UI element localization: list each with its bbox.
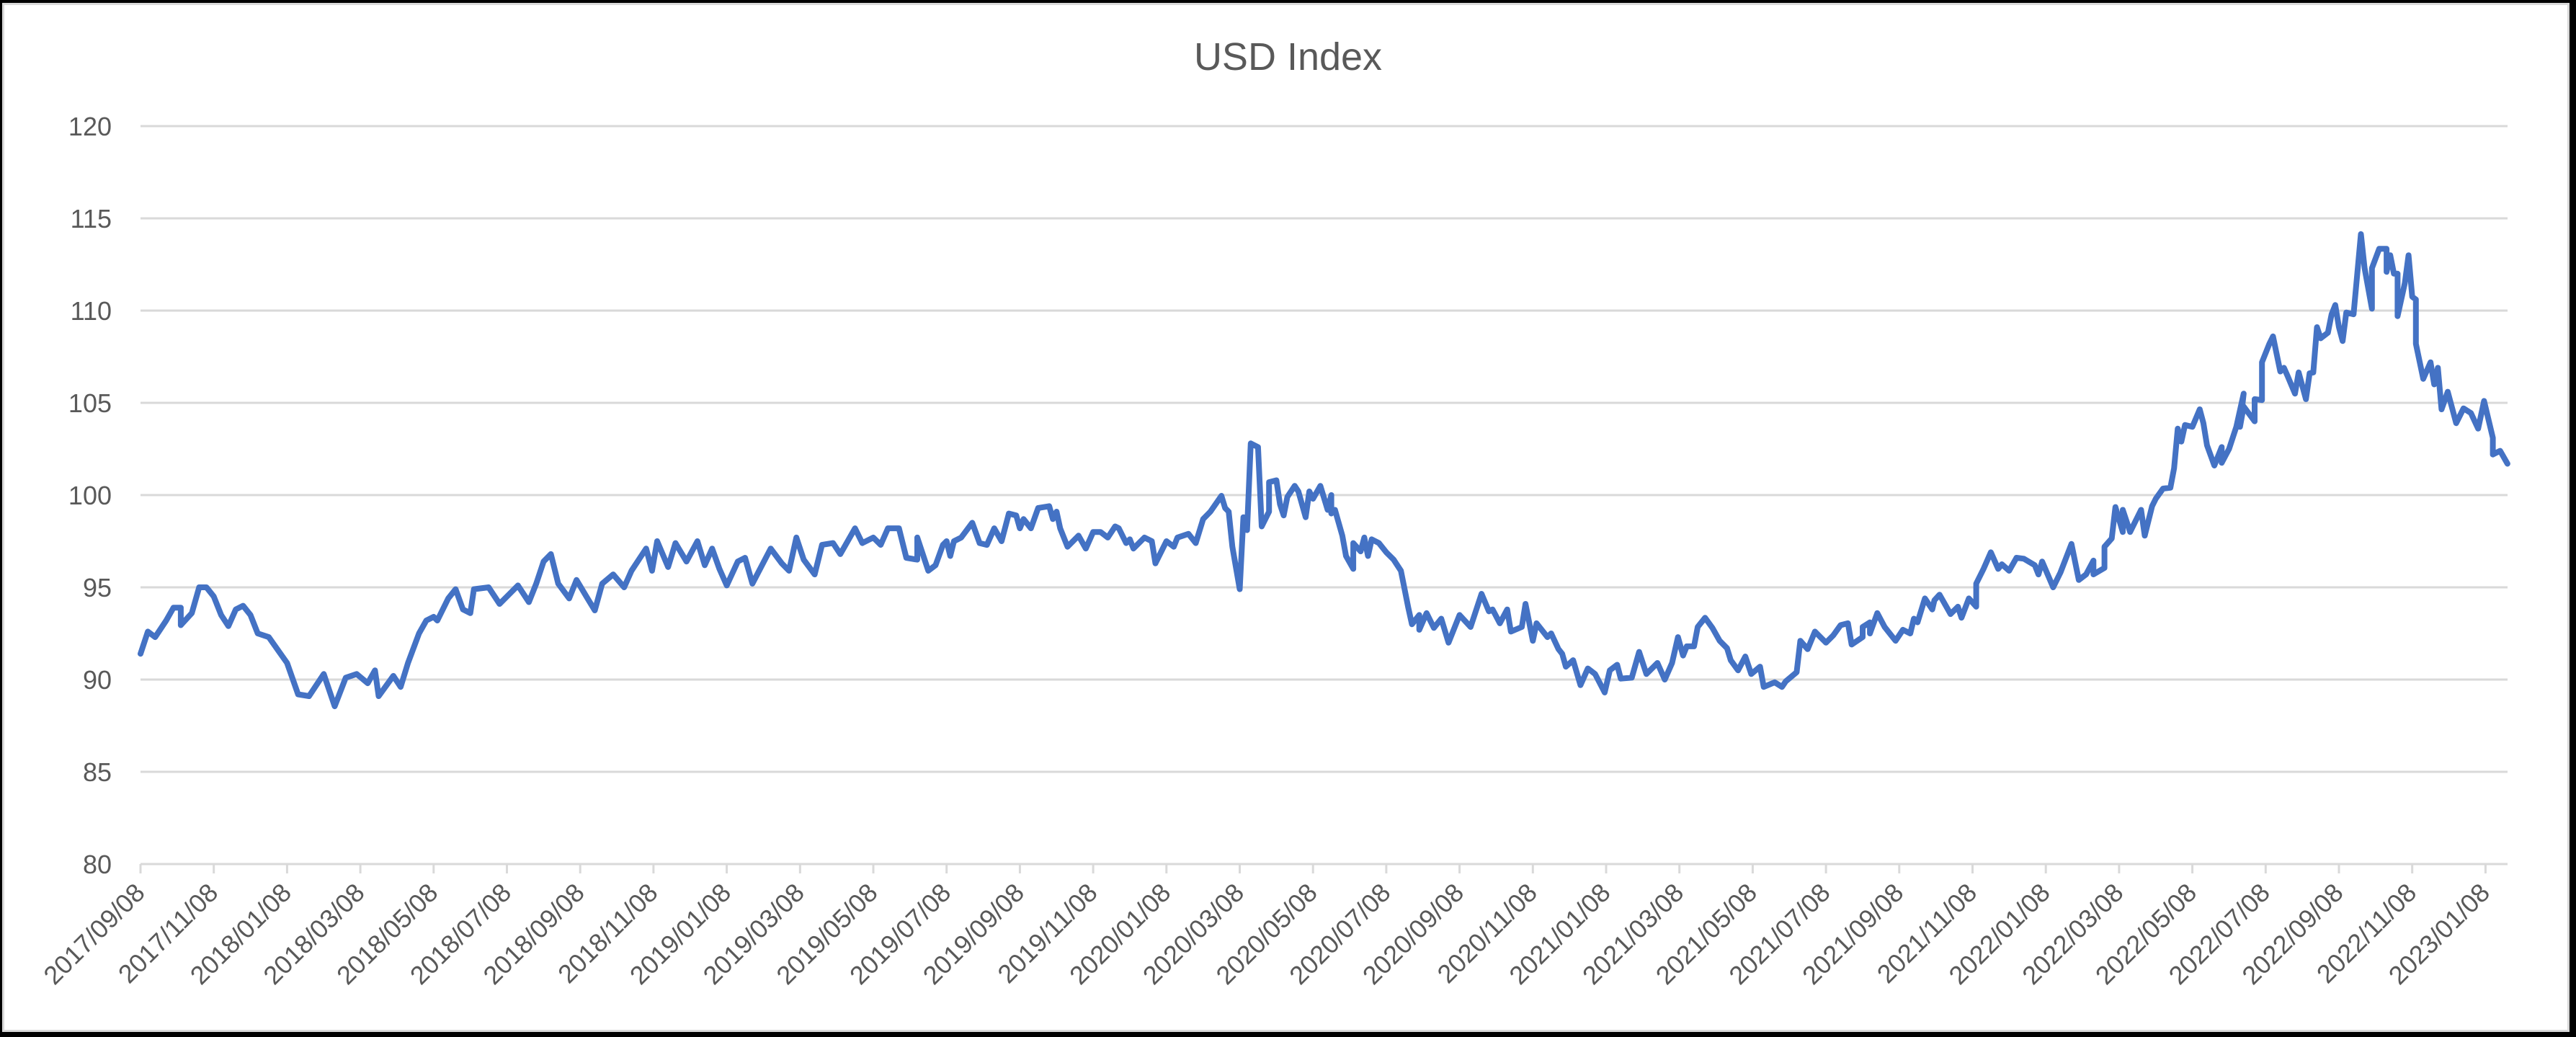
x-axis-labels: 2017/09/082017/11/082018/01/082018/03/08… xyxy=(37,878,2495,990)
y-axis-labels: 80 85 90 95 100 105 110 115 120 xyxy=(68,112,112,879)
y-tick-label: 95 xyxy=(83,573,112,602)
x-axis xyxy=(139,863,2508,873)
y-tick-label: 105 xyxy=(68,388,112,418)
y-tick-label: 85 xyxy=(83,757,112,787)
y-tick-label: 80 xyxy=(83,850,112,879)
usd-index-line xyxy=(138,231,2510,710)
y-tick-label: 100 xyxy=(68,481,112,510)
y-tick-label: 90 xyxy=(83,665,112,695)
chart-title: USD Index xyxy=(1193,35,1383,79)
gridlines xyxy=(141,125,2508,773)
y-tick-label: 115 xyxy=(71,204,112,233)
y-tick-label: 110 xyxy=(71,296,112,326)
y-tick-label: 120 xyxy=(68,112,112,141)
